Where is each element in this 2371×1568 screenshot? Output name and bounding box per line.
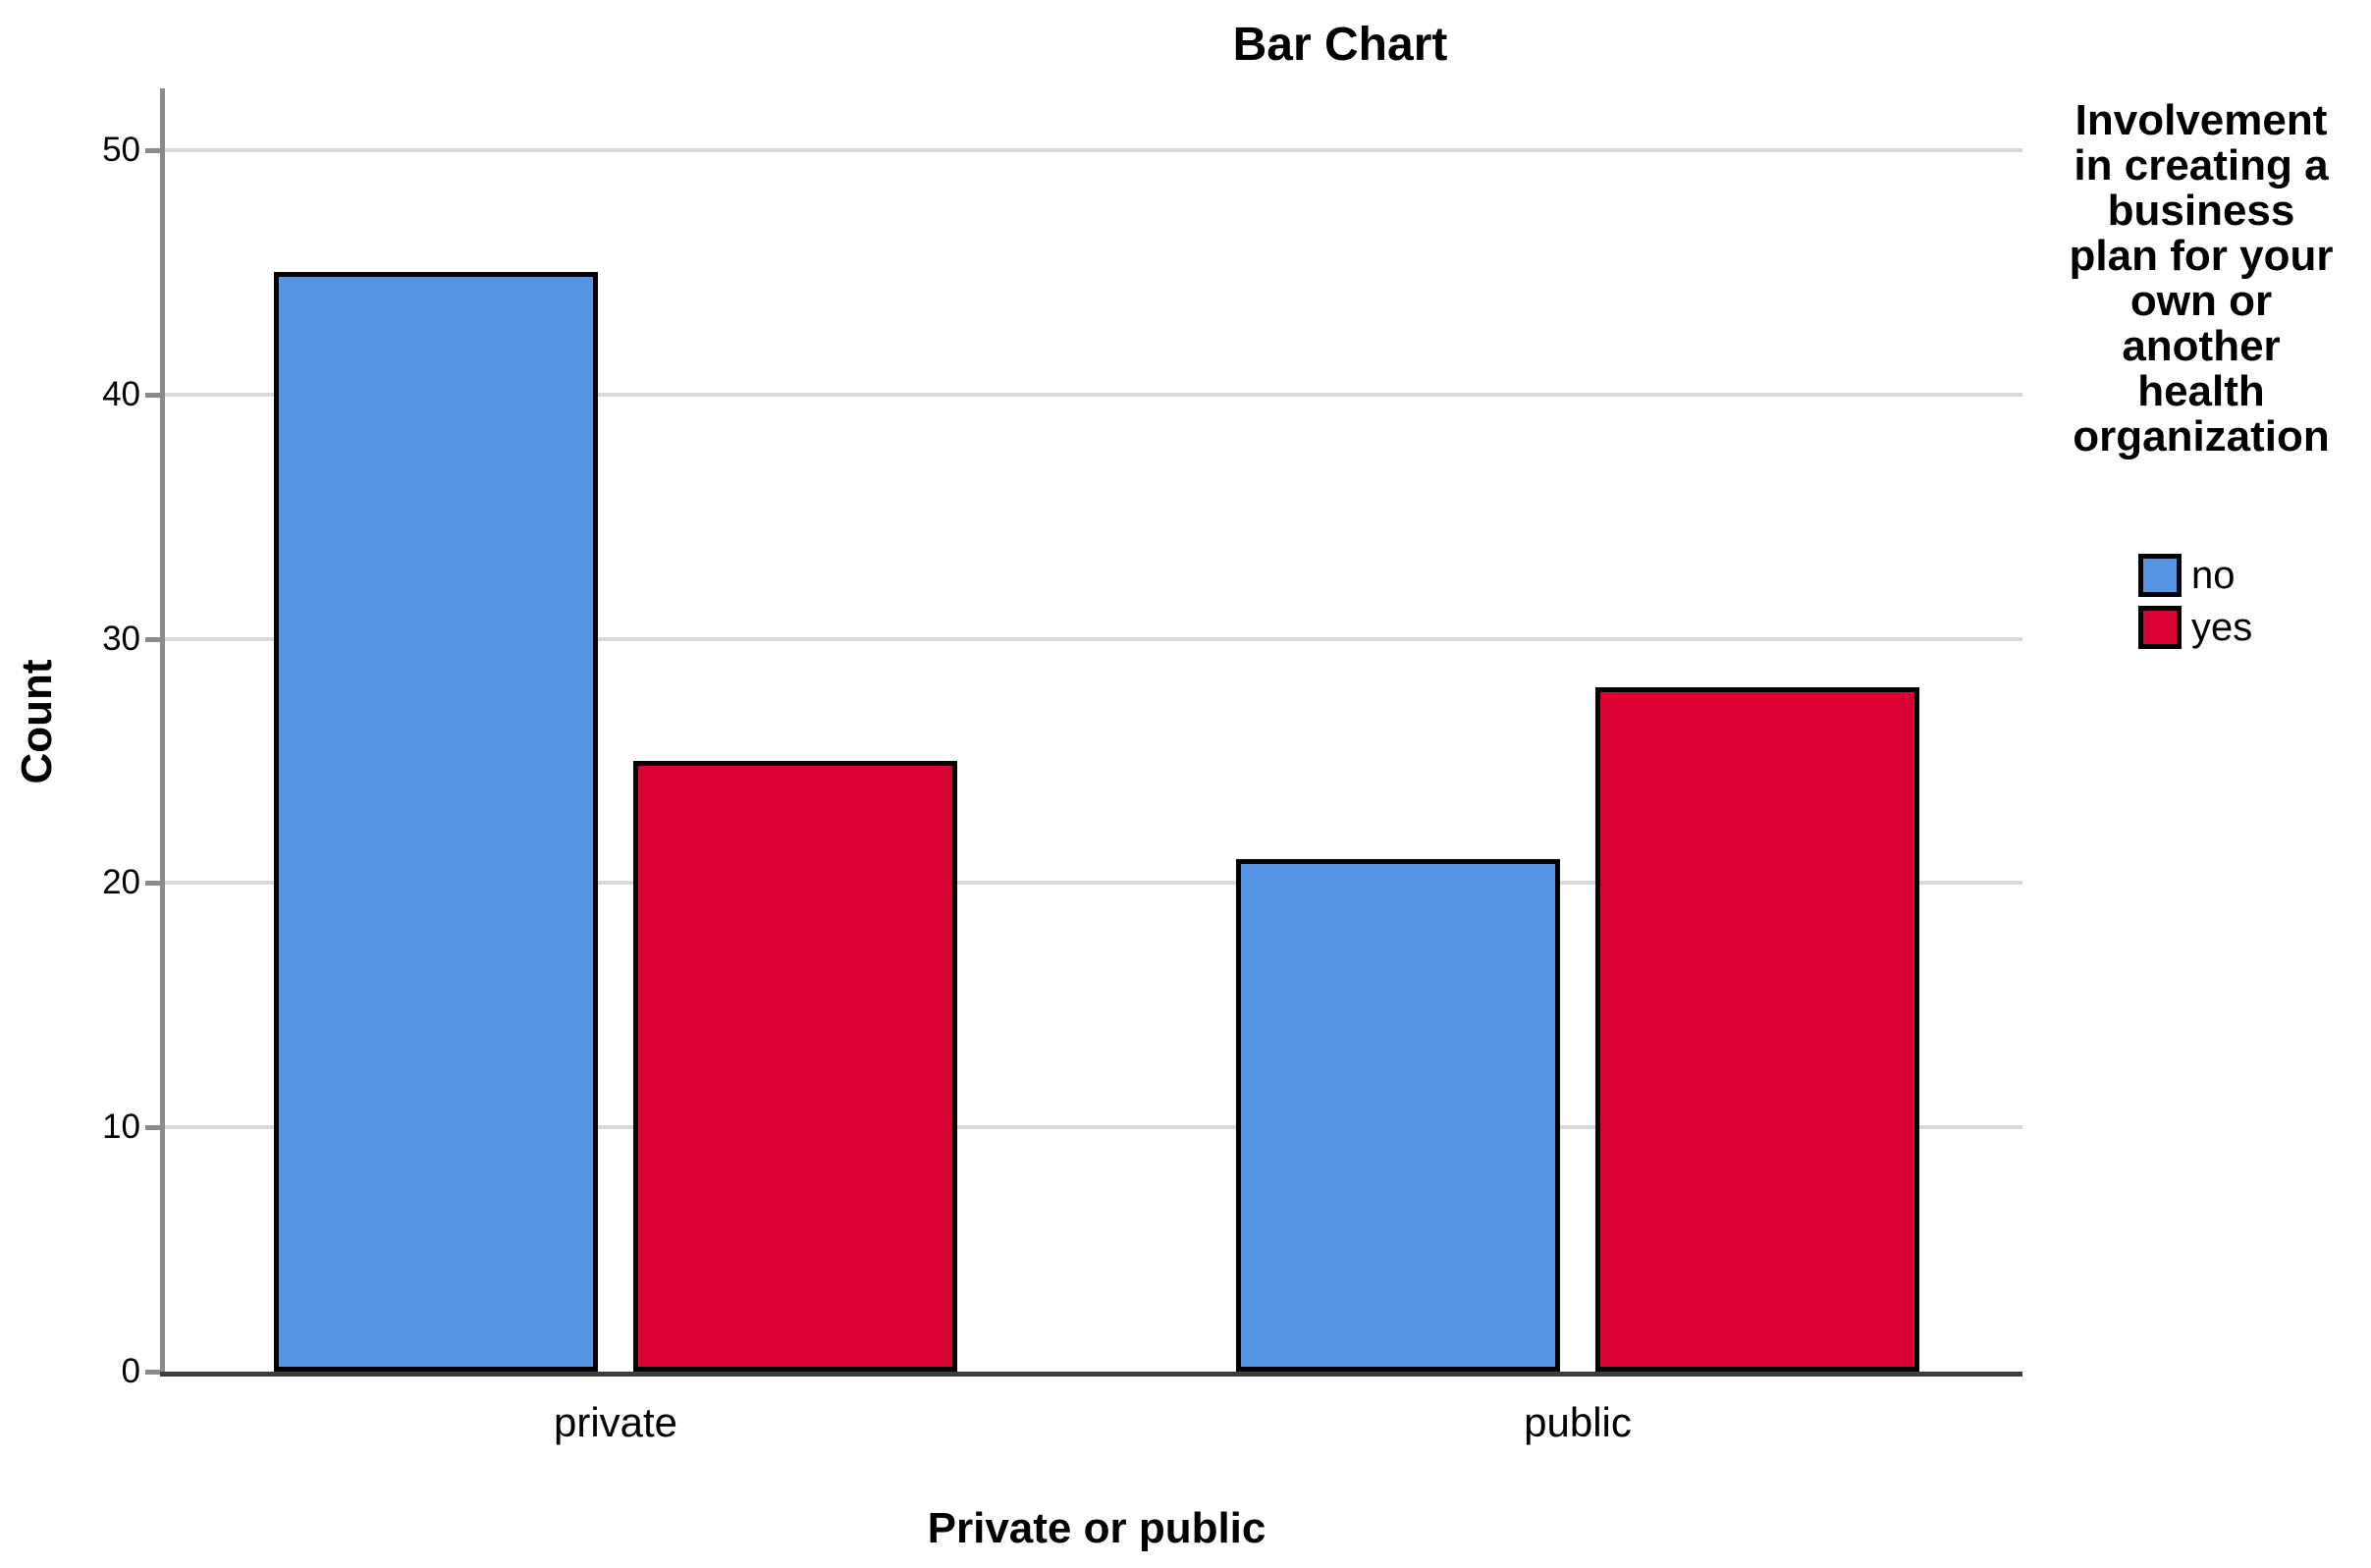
y-axis-title: Count xyxy=(13,659,61,784)
chart-title: Bar Chart xyxy=(1232,19,1448,71)
legend-swatch-yes xyxy=(2138,606,2182,649)
x-category-label-private: private xyxy=(553,1399,678,1445)
gridline-40 xyxy=(160,392,2022,397)
legend-title: Involvement in creating a business plan for… xyxy=(2070,98,2334,460)
x-axis-title: Private or public xyxy=(927,1504,1266,1552)
y-axis-line xyxy=(160,88,165,1377)
legend-items: no yes xyxy=(2138,554,2252,658)
y-tick-20 xyxy=(145,881,160,887)
gridline-30 xyxy=(160,636,2022,641)
legend-title-line-4: own or xyxy=(2129,277,2273,325)
legend-title-line-1: in creating a xyxy=(2074,141,2329,189)
y-tick-label-0: 0 xyxy=(121,1352,140,1390)
bar-private-no xyxy=(274,272,598,1372)
legend-item-label-no: no xyxy=(2191,554,2236,597)
legend-item-yes: yes xyxy=(2138,606,2252,649)
y-tick-30 xyxy=(145,636,160,642)
y-tick-label-40: 40 xyxy=(102,374,140,413)
y-tick-50 xyxy=(145,148,160,153)
gridline-10 xyxy=(160,1125,2022,1130)
y-tick-label-20: 20 xyxy=(102,863,140,902)
legend-title-line-3: plan for your xyxy=(2069,232,2334,280)
gridline-20 xyxy=(160,881,2022,886)
legend-title-line-0: Involvement xyxy=(2075,96,2328,144)
x-axis-line xyxy=(160,1372,2022,1377)
legend-title-line-2: business xyxy=(2107,187,2295,235)
legend-item-no: no xyxy=(2138,554,2252,597)
bar-public-yes xyxy=(1595,687,1919,1372)
legend-title-line-7: organization xyxy=(2073,412,2330,460)
y-tick-10 xyxy=(145,1125,160,1131)
x-category-label-public: public xyxy=(1524,1399,1632,1445)
legend-title-line-5: another xyxy=(2122,322,2281,370)
y-tick-label-30: 30 xyxy=(102,619,140,658)
gridline-50 xyxy=(160,148,2022,152)
y-tick-label-10: 10 xyxy=(102,1108,140,1147)
legend-title-line-6: health xyxy=(2137,367,2265,415)
bar-public-no xyxy=(1236,858,1560,1372)
legend-swatch-no xyxy=(2138,554,2182,597)
y-tick-label-50: 50 xyxy=(102,131,140,169)
bar-private-yes xyxy=(633,761,957,1372)
y-tick-0 xyxy=(145,1370,160,1375)
legend-item-label-yes: yes xyxy=(2191,606,2253,649)
y-tick-40 xyxy=(145,392,160,398)
